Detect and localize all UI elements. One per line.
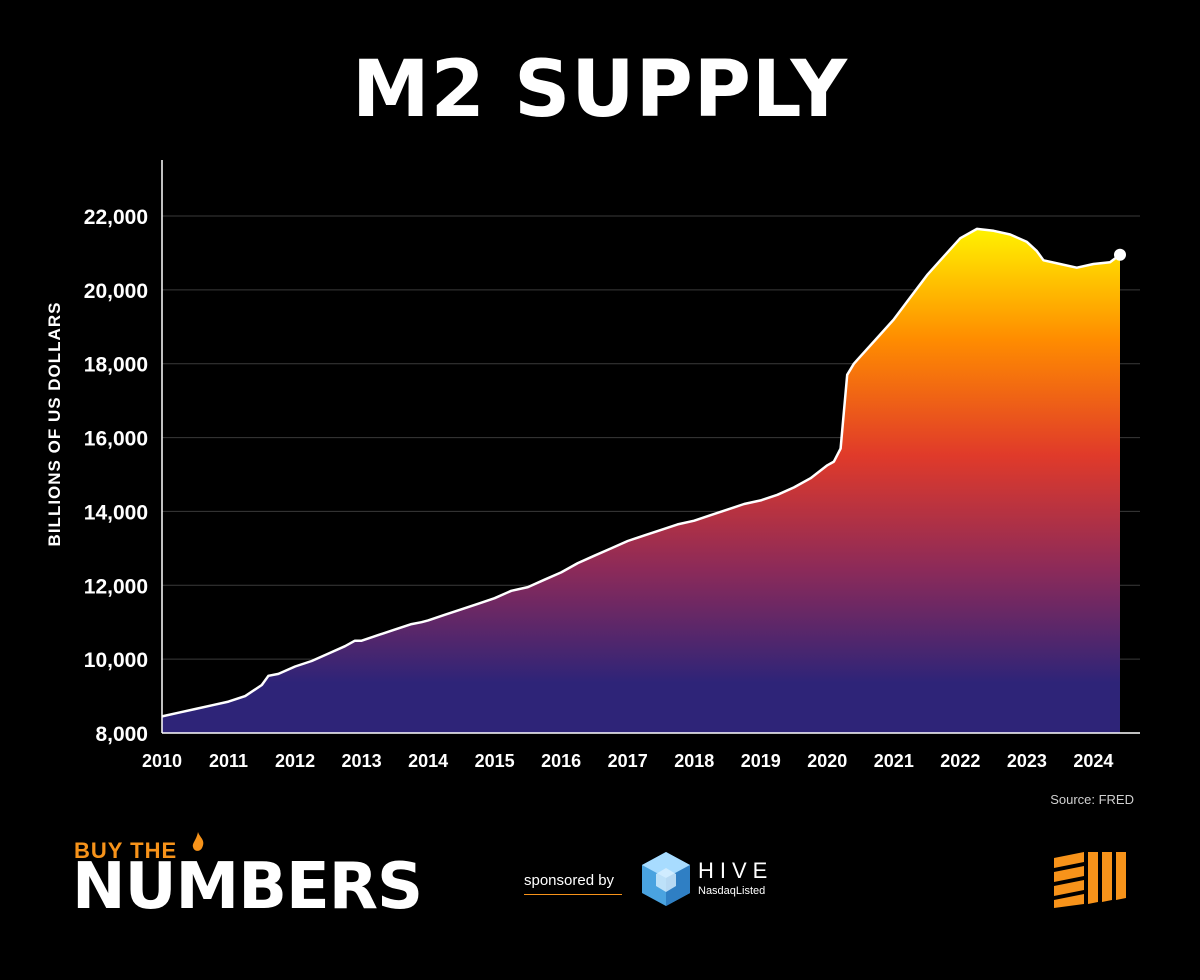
chart-title: M2 SUPPLY — [352, 45, 848, 135]
sponsored-by-text: sponsored by — [524, 872, 615, 889]
y-tick-label: 12,000 — [84, 575, 148, 598]
brand-big-text: NUMBERS — [72, 850, 423, 924]
x-tick-label: 2024 — [1073, 751, 1113, 771]
m2-series-line — [161, 227, 1121, 718]
x-tick-label: 2023 — [1007, 751, 1047, 771]
x-tick-label: 2015 — [475, 751, 515, 771]
x-tick-label: 2012 — [275, 751, 315, 771]
y-tick-label: 20,000 — [84, 280, 148, 303]
x-tick-label: 2018 — [674, 751, 714, 771]
hive-cube-icon — [642, 852, 690, 906]
y-tick-label: 22,000 — [84, 206, 148, 229]
y-tick-label: 16,000 — [84, 428, 148, 451]
y-tick-label: 8,000 — [95, 723, 148, 746]
x-tick-label: 2011 — [209, 751, 248, 771]
source-note: Source: FRED — [1050, 792, 1134, 807]
y-axis-label: BILLIONS OF US DOLLARS — [45, 301, 64, 547]
flame-icon — [192, 832, 204, 851]
y-tick-label: 10,000 — [84, 649, 148, 672]
corner-stripes-logo — [1054, 852, 1126, 908]
x-tick-label: 2022 — [940, 751, 980, 771]
y-tick-label: 14,000 — [84, 501, 148, 524]
x-tick-label: 2019 — [741, 751, 781, 771]
x-tick-label: 2020 — [807, 751, 847, 771]
x-tick-label: 2021 — [874, 751, 914, 771]
sponsor-name: HIVE — [698, 858, 774, 883]
x-tick-label: 2013 — [342, 751, 382, 771]
m2-area-fill — [162, 228, 1120, 733]
y-tick-label: 18,000 — [84, 354, 148, 377]
x-tick-label: 2010 — [142, 751, 182, 771]
x-tick-label: 2016 — [541, 751, 581, 771]
sponsor-subtitle: NasdaqListed — [698, 885, 766, 897]
x-tick-label: 2014 — [408, 751, 448, 771]
sponsored-underline — [524, 894, 622, 895]
brand-small-text: BUY THE — [74, 838, 178, 863]
x-tick-label: 2017 — [608, 751, 648, 771]
end-marker — [1114, 248, 1126, 261]
